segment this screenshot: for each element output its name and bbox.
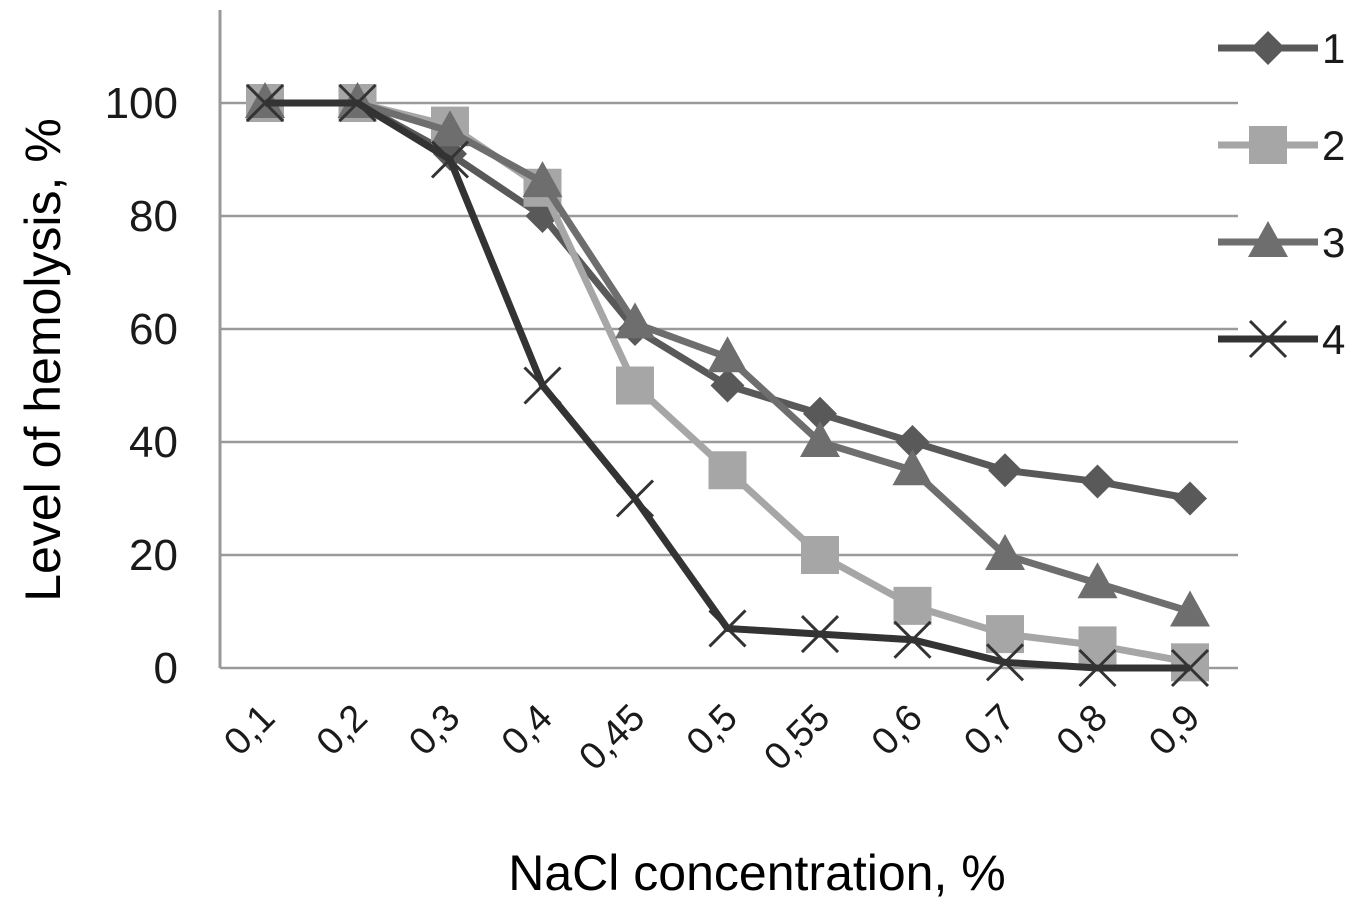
y-tick-label: 40 xyxy=(129,418,178,467)
legend-marker xyxy=(1251,31,1285,65)
x-tick-label: 0,6 xyxy=(864,697,931,764)
series-3-point xyxy=(430,110,470,147)
legend-marker xyxy=(1248,221,1288,257)
series-3-point xyxy=(1170,590,1210,627)
series-3 xyxy=(245,82,1210,627)
y-tick-label: 80 xyxy=(129,192,178,241)
legend-label: 3 xyxy=(1322,219,1345,266)
legend-marker xyxy=(1248,319,1288,359)
x-tick-label: 0,5 xyxy=(679,697,746,764)
series-2-point xyxy=(986,615,1024,654)
y-tick-labels: 0 20 40 60 80 100 xyxy=(105,79,178,693)
legend-label: 1 xyxy=(1322,25,1345,72)
x-tick-label: 0,2 xyxy=(309,697,376,764)
legend-item-3: 3 xyxy=(1218,219,1345,266)
series-4-point xyxy=(245,83,285,123)
series-3-point xyxy=(800,421,840,457)
series-1 xyxy=(248,86,1207,516)
series-3-point xyxy=(707,336,748,373)
legend-label: 4 xyxy=(1322,316,1345,363)
series-2-point xyxy=(708,451,747,490)
series-2-point xyxy=(616,366,654,405)
x-tick-label: 0,3 xyxy=(401,697,468,764)
series-4-point xyxy=(708,609,747,648)
series-4-point xyxy=(615,479,655,518)
x-axis-title: NaCl concentration, % xyxy=(508,845,1005,898)
legend-item-4: 4 xyxy=(1218,316,1345,363)
x-tick-label: 0,45 xyxy=(571,697,653,779)
series-3-point xyxy=(522,161,563,198)
x-tick-label: 0,4 xyxy=(494,697,561,764)
y-axis-title: Level of hemolysis, % xyxy=(15,118,71,602)
x-tick-labels: 0,1 0,2 0,3 0,4 0,45 0,5 0,55 0,6 0,7 0,8 0,9 xyxy=(216,697,1208,779)
x-tick-label: 0,7 xyxy=(956,697,1023,764)
series-1-point xyxy=(1080,464,1115,499)
legend: 1 2 3 4 xyxy=(1218,25,1345,363)
series-4-point xyxy=(1078,648,1117,688)
series-1-point xyxy=(710,368,745,403)
series-4-point xyxy=(985,643,1025,682)
x-tick-label: 0,1 xyxy=(216,697,283,764)
series-1-point xyxy=(988,453,1022,488)
y-tick-label: 20 xyxy=(129,531,178,580)
series-4-point xyxy=(338,83,377,123)
series-2-point xyxy=(893,586,932,625)
series-4-point xyxy=(800,615,840,654)
series-2-point xyxy=(1171,643,1209,682)
series-3-point xyxy=(615,302,655,339)
series-1-point xyxy=(895,425,930,459)
x-tick-label: 0,8 xyxy=(1049,697,1116,764)
x-tick-label: 0,9 xyxy=(1141,697,1208,764)
series-4-point xyxy=(1170,648,1210,688)
series-3-point xyxy=(985,534,1025,570)
series-2-point xyxy=(1078,626,1117,665)
legend-marker xyxy=(1249,126,1287,164)
series-4 xyxy=(245,83,1210,688)
series-2-point xyxy=(801,536,839,574)
series-1-line xyxy=(265,99,1191,502)
series-4-point xyxy=(523,366,562,405)
series-4-point xyxy=(893,620,932,659)
series-3-point xyxy=(1077,562,1118,599)
series-1-point xyxy=(1173,481,1207,516)
legend-label: 2 xyxy=(1322,122,1345,169)
y-tick-label: 0 xyxy=(154,644,178,693)
series-1-point xyxy=(803,396,837,431)
y-tick-label: 60 xyxy=(129,305,178,354)
series-group xyxy=(245,82,1210,688)
series-4-point xyxy=(430,140,470,179)
y-tick-label: 100 xyxy=(105,79,178,128)
series-3-point xyxy=(892,449,933,486)
legend-item-1: 1 xyxy=(1218,25,1345,72)
x-tick-label: 0,55 xyxy=(756,697,838,779)
legend-item-2: 2 xyxy=(1218,122,1345,169)
